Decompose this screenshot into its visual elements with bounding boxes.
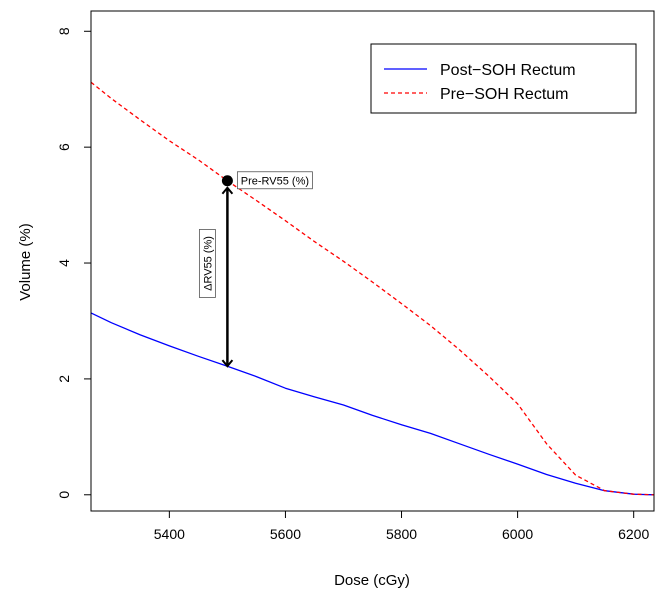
annotation-layer: ΔRV55 (%) Pre-RV55 (%) bbox=[198, 171, 313, 368]
delta-arrow-head-bottom bbox=[221, 359, 234, 368]
y-axis-title: Volume (%) bbox=[17, 223, 34, 301]
x-tick-label-5800: 5800 bbox=[386, 526, 417, 542]
legend-box bbox=[370, 43, 637, 114]
plot-frame bbox=[90, 10, 655, 512]
y-tick-label-8: 8 bbox=[56, 27, 72, 35]
y-axis: 0 2 4 6 8 bbox=[56, 27, 91, 499]
x-axis: 5400 5600 5800 6000 6200 bbox=[154, 511, 649, 542]
legend: Post−SOH Rectum Pre−SOH Rectum bbox=[370, 43, 637, 114]
delta-label-box bbox=[198, 229, 216, 298]
x-tick-label-6200: 6200 bbox=[618, 526, 649, 542]
delta-label: ΔRV55 (%) bbox=[202, 236, 214, 291]
x-axis-title: Dose (cGy) bbox=[334, 572, 410, 589]
delta-label-group: ΔRV55 (%) bbox=[198, 229, 216, 298]
y-tick-label-2: 2 bbox=[56, 375, 72, 383]
y-tick-label-4: 4 bbox=[56, 259, 72, 267]
series-line-post-soh bbox=[90, 312, 655, 496]
series-line-pre-soh bbox=[90, 81, 655, 496]
y-tick-label-0: 0 bbox=[56, 491, 72, 499]
pre-rv55-label: Pre-RV55 (%) bbox=[241, 175, 309, 187]
legend-label-pre: Pre−SOH Rectum bbox=[440, 86, 568, 103]
x-tick-label-6000: 6000 bbox=[502, 526, 533, 542]
series-layer bbox=[90, 81, 655, 496]
delta-arrow-head-top bbox=[221, 186, 234, 195]
y-tick-label-6: 6 bbox=[56, 143, 72, 151]
pre-rv55-point bbox=[221, 175, 233, 187]
x-tick-label-5600: 5600 bbox=[270, 526, 301, 542]
x-tick-label-5400: 5400 bbox=[154, 526, 185, 542]
pre-rv55-label-box bbox=[236, 171, 313, 190]
legend-label-post: Post−SOH Rectum bbox=[440, 62, 576, 79]
